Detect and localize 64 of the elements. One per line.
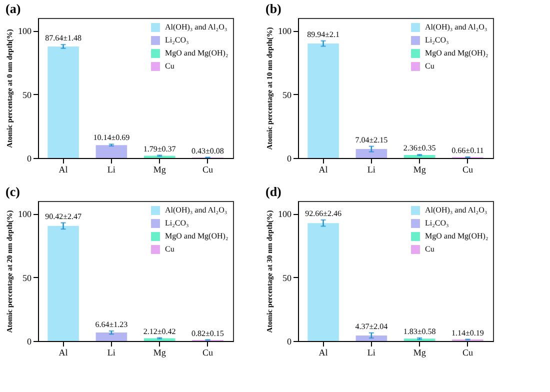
y-tick-label: 50 <box>22 272 32 283</box>
x-tick-label: Al <box>58 348 68 358</box>
y-tick-label: 100 <box>18 26 32 36</box>
y-tick-label: 100 <box>18 209 32 220</box>
x-tick-label: Al <box>58 164 68 174</box>
data-label: 0.66±0.11 <box>452 146 484 156</box>
legend-label: Cu <box>165 244 174 254</box>
chart-title: (b) <box>266 1 282 16</box>
y-tick-label: 0 <box>287 154 292 164</box>
y-tick-label: 50 <box>22 90 32 100</box>
legend-label: Al(OH)₃ and Al₂O₃ <box>425 206 488 214</box>
data-label: 1.14±0.19 <box>452 328 484 338</box>
data-label: 2.36±0.35 <box>403 144 436 153</box>
x-tick-label: Mg <box>413 348 426 358</box>
data-label: 89.94±2.1 <box>307 30 340 39</box>
legend-label: MgO and Mg(OH)₂ <box>165 232 228 240</box>
y-tick-label: 0 <box>27 336 32 346</box>
legend-label: Li₂CO₃ <box>425 218 450 228</box>
legend-label: MgO and Mg(OH)₂ <box>425 232 488 240</box>
legend-label: Li₂CO₃ <box>425 36 450 44</box>
y-tick-label: 50 <box>282 90 292 100</box>
x-tick-label: Al <box>318 164 328 174</box>
legend-label: MgO and Mg(OH)₂ <box>425 48 488 58</box>
x-tick-label: Cu <box>462 348 474 358</box>
chart-title: (a) <box>6 1 21 16</box>
data-label: 0.43±0.08 <box>192 146 224 156</box>
chart-title: (d) <box>266 184 282 199</box>
y-tick-label: 0 <box>27 154 32 164</box>
legend-label: Al(OH)₃ and Al₂O₃ <box>425 22 488 32</box>
data-label: 10.14±0.69 <box>93 133 130 142</box>
y-tick-label: 100 <box>278 209 292 220</box>
x-tick-label: Al <box>318 348 328 358</box>
data-label: 90.42±2.47 <box>45 212 82 221</box>
data-label: 92.66±2.46 <box>305 208 342 218</box>
y-tick-label: 100 <box>278 26 292 36</box>
x-tick-label: Li <box>367 164 376 174</box>
legend-label: MgO and Mg(OH)₂ <box>165 48 228 58</box>
x-tick-label: Li <box>107 348 116 358</box>
x-tick-label: Li <box>367 348 376 358</box>
x-tick-label: Mg <box>413 164 426 174</box>
data-label: 4.37±2.04 <box>355 322 388 331</box>
x-tick-label: Cu <box>202 348 214 358</box>
x-tick-label: Mg <box>153 348 166 358</box>
data-label: 1.79±0.37 <box>143 144 176 154</box>
x-tick-label: Li <box>107 164 116 174</box>
y-tick-label: 50 <box>282 272 292 283</box>
data-label: 2.12±0.42 <box>143 326 176 336</box>
x-tick-label: Cu <box>462 164 474 174</box>
data-label: 6.64±1.23 <box>95 320 128 329</box>
x-tick-label: Mg <box>153 164 166 174</box>
chart-title: (c) <box>6 184 20 199</box>
legend-label: Al(OH)₃ and Al₂O₃ <box>165 22 228 32</box>
data-label: 0.82±0.15 <box>192 328 224 338</box>
legend-label: Cu <box>165 62 174 70</box>
legend-label: Cu <box>425 62 434 70</box>
legend-label: Li₂CO₃ <box>165 36 190 44</box>
legend-label: Li₂CO₃ <box>165 218 190 228</box>
x-tick-label: Cu <box>202 164 214 174</box>
data-label: 1.83±0.58 <box>403 326 436 336</box>
legend-label: Al(OH)₃ and Al₂O₃ <box>165 206 228 214</box>
legend-label: Cu <box>425 244 434 254</box>
data-label: 7.04±2.15 <box>355 135 388 144</box>
y-tick-label: 0 <box>287 336 292 346</box>
data-label: 87.64±1.48 <box>45 34 82 43</box>
